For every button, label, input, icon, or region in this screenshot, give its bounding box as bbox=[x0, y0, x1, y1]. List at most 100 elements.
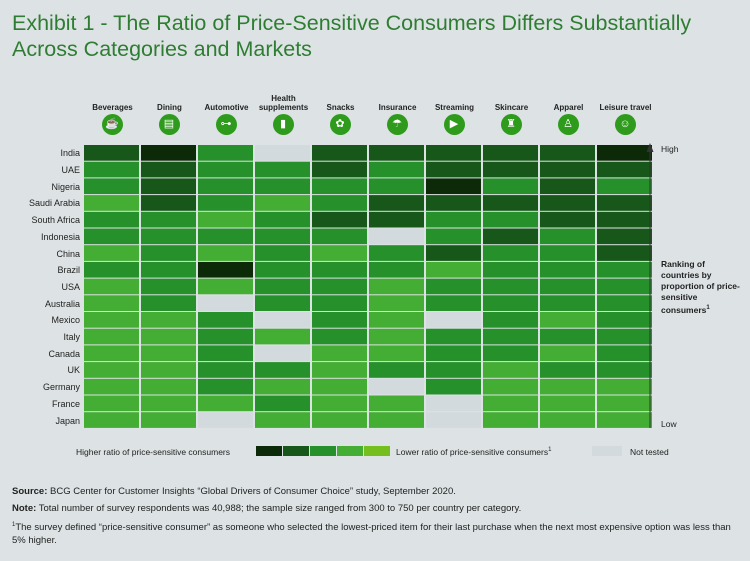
country-label: UAE bbox=[61, 165, 80, 176]
heatmap-cell bbox=[312, 345, 367, 362]
country-label: USA bbox=[61, 281, 80, 292]
heatmap-cell bbox=[255, 261, 310, 278]
heatmap-cell bbox=[426, 278, 481, 295]
heatmap-cell bbox=[426, 295, 481, 311]
heatmap-cell bbox=[540, 161, 595, 178]
heatmap-cell bbox=[540, 412, 595, 428]
heatmap-cell bbox=[141, 278, 196, 295]
heatmap-cell bbox=[597, 278, 652, 295]
heatmap-cell bbox=[426, 228, 481, 245]
heatmap-cell bbox=[369, 145, 424, 161]
country-label: Saudi Arabia bbox=[28, 198, 80, 209]
notes: Source: BCG Center for Customer Insights… bbox=[12, 486, 738, 551]
dress-icon: ♙ bbox=[557, 114, 579, 135]
footnote: 1The survey defined “price-sensitive con… bbox=[12, 519, 738, 547]
source-label: Source: bbox=[12, 486, 48, 497]
heatmap-cell bbox=[483, 145, 538, 161]
heatmap-cell bbox=[540, 178, 595, 195]
footnote-mark: 1 bbox=[12, 522, 16, 528]
country-label: Canada bbox=[48, 348, 80, 359]
heatmap-cell bbox=[540, 378, 595, 395]
heatmap-cell bbox=[141, 378, 196, 395]
heatmap-cell bbox=[426, 195, 481, 211]
snack-icon: ✿ bbox=[329, 114, 351, 135]
heatmap-cell bbox=[426, 211, 481, 228]
heatmap-cell bbox=[198, 228, 253, 245]
heatmap-cell bbox=[483, 328, 538, 345]
country-label: Australia bbox=[44, 298, 80, 309]
heatmap-cell bbox=[255, 362, 310, 378]
heatmap-cell bbox=[255, 295, 310, 311]
sample-note: Note: Total number of survey respondents… bbox=[12, 503, 738, 516]
heatmap-cell bbox=[369, 312, 424, 328]
country-label: France bbox=[51, 398, 80, 409]
heatmap-cell bbox=[597, 345, 652, 362]
heatmap-cell bbox=[198, 378, 253, 395]
heatmap-cell bbox=[369, 412, 424, 428]
heatmap-cell bbox=[597, 295, 652, 311]
heatmap-cell bbox=[198, 178, 253, 195]
heatmap-cell bbox=[483, 228, 538, 245]
country-label: India bbox=[60, 148, 80, 159]
heatmap-cell bbox=[84, 195, 139, 211]
heatmap-cell bbox=[198, 328, 253, 345]
country-label: Japan bbox=[55, 415, 80, 426]
category-label: Beverages bbox=[92, 103, 133, 112]
heatmap-cell bbox=[540, 245, 595, 261]
heatmap-cell bbox=[426, 312, 481, 328]
heatmap-cell bbox=[540, 195, 595, 211]
footnote-text: The survey defined “price-sensitive cons… bbox=[12, 522, 731, 546]
heatmap-cell bbox=[141, 345, 196, 362]
heatmap-cell bbox=[540, 278, 595, 295]
heatmap-cell bbox=[84, 378, 139, 395]
heatmap-cell bbox=[369, 195, 424, 211]
traveler-icon: ☺ bbox=[614, 114, 636, 135]
ranking-label-text: Ranking of countries by proportion of pr… bbox=[661, 259, 740, 315]
heatmap-cell bbox=[483, 211, 538, 228]
category-insurance: Insurance ☂ bbox=[367, 88, 429, 140]
heatmap-cell bbox=[198, 195, 253, 211]
legend-swatch bbox=[283, 446, 309, 456]
heatmap-cell bbox=[597, 228, 652, 245]
heatmap-cell bbox=[426, 362, 481, 378]
legend-not-tested-label: Not tested bbox=[630, 447, 669, 457]
heatmap-cell bbox=[141, 412, 196, 428]
heatmap-cell bbox=[597, 145, 652, 161]
heatmap-cell bbox=[141, 362, 196, 378]
heatmap-cell bbox=[84, 161, 139, 178]
category-label: Health supplements bbox=[258, 94, 309, 112]
heatmap-cell bbox=[369, 295, 424, 311]
source-note: Source: BCG Center for Customer Insights… bbox=[12, 486, 738, 499]
heatmap-cell bbox=[141, 261, 196, 278]
category-snacks: Snacks ✿ bbox=[310, 88, 372, 140]
high-label: High bbox=[661, 144, 679, 154]
car-icon: ⊶ bbox=[215, 114, 237, 135]
heatmap-cell bbox=[483, 345, 538, 362]
legend: Higher ratio of price-sensitive consumer… bbox=[0, 444, 750, 462]
heatmap-cell bbox=[141, 295, 196, 311]
heatmap-cell bbox=[540, 228, 595, 245]
heatmap-cell bbox=[483, 312, 538, 328]
category-label: Automotive bbox=[204, 103, 249, 112]
country-label: UK bbox=[67, 365, 80, 376]
heatmap-cell bbox=[483, 362, 538, 378]
heatmap-cell bbox=[483, 161, 538, 178]
heatmap-cell bbox=[426, 178, 481, 195]
heatmap-cell bbox=[312, 245, 367, 261]
country-label: Brazil bbox=[57, 265, 80, 276]
heatmap-cell bbox=[483, 178, 538, 195]
category-label: Skincare bbox=[494, 103, 529, 112]
source-text: BCG Center for Customer Insights “Global… bbox=[50, 486, 456, 497]
low-label: Low bbox=[661, 419, 677, 429]
heatmap-cell bbox=[255, 345, 310, 362]
heatmap-cell bbox=[369, 378, 424, 395]
heatmap-cell bbox=[84, 345, 139, 362]
heatmap-cell bbox=[597, 412, 652, 428]
heatmap-cell bbox=[483, 278, 538, 295]
country-label: Germany bbox=[42, 382, 80, 393]
heatmap-cell bbox=[369, 261, 424, 278]
heatmap-cell bbox=[141, 328, 196, 345]
heatmap-cell bbox=[141, 395, 196, 412]
legend-swatch bbox=[256, 446, 282, 456]
heatmap-cell bbox=[369, 211, 424, 228]
